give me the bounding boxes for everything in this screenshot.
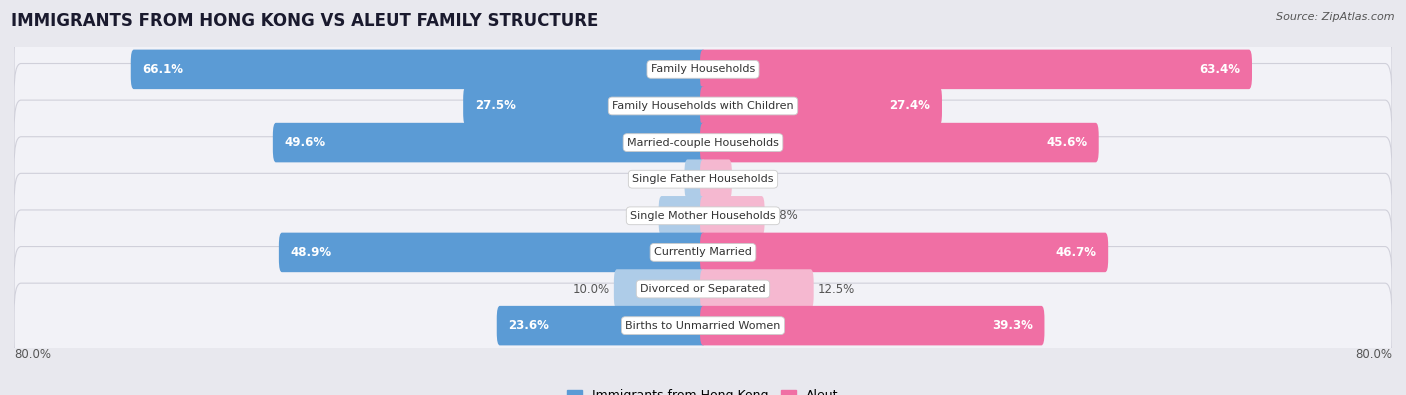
Text: 46.7%: 46.7% [1056,246,1097,259]
Text: Single Mother Households: Single Mother Households [630,211,776,221]
FancyBboxPatch shape [685,160,706,199]
Text: Family Households: Family Households [651,64,755,74]
FancyBboxPatch shape [700,50,1251,89]
FancyBboxPatch shape [14,173,1392,258]
Text: 45.6%: 45.6% [1046,136,1087,149]
FancyBboxPatch shape [14,210,1392,295]
Text: 27.4%: 27.4% [890,100,931,113]
FancyBboxPatch shape [614,269,706,309]
Text: Births to Unmarried Women: Births to Unmarried Women [626,321,780,331]
Text: Family Households with Children: Family Households with Children [612,101,794,111]
FancyBboxPatch shape [700,160,733,199]
FancyBboxPatch shape [700,233,1108,272]
Text: Currently Married: Currently Married [654,247,752,258]
Text: 49.6%: 49.6% [284,136,326,149]
Text: 1.8%: 1.8% [651,173,681,186]
FancyBboxPatch shape [131,50,706,89]
FancyBboxPatch shape [14,64,1392,149]
Text: 4.8%: 4.8% [626,209,655,222]
Text: 80.0%: 80.0% [14,348,51,361]
Text: 3.0%: 3.0% [735,173,765,186]
FancyBboxPatch shape [658,196,706,235]
Text: 27.5%: 27.5% [475,100,516,113]
Text: 6.8%: 6.8% [769,209,799,222]
Text: 12.5%: 12.5% [817,282,855,295]
Text: 39.3%: 39.3% [993,319,1033,332]
Text: 63.4%: 63.4% [1199,63,1240,76]
Legend: Immigrants from Hong Kong, Aleut: Immigrants from Hong Kong, Aleut [562,384,844,395]
FancyBboxPatch shape [700,306,1045,345]
FancyBboxPatch shape [700,196,765,235]
Text: Source: ZipAtlas.com: Source: ZipAtlas.com [1277,12,1395,22]
Text: Married-couple Households: Married-couple Households [627,137,779,148]
FancyBboxPatch shape [14,100,1392,185]
Text: 80.0%: 80.0% [1355,348,1392,361]
Text: 66.1%: 66.1% [142,63,183,76]
FancyBboxPatch shape [273,123,706,162]
FancyBboxPatch shape [700,86,942,126]
FancyBboxPatch shape [700,123,1098,162]
Text: 23.6%: 23.6% [509,319,550,332]
FancyBboxPatch shape [463,86,706,126]
FancyBboxPatch shape [496,306,706,345]
Text: Single Father Households: Single Father Households [633,174,773,184]
Text: IMMIGRANTS FROM HONG KONG VS ALEUT FAMILY STRUCTURE: IMMIGRANTS FROM HONG KONG VS ALEUT FAMIL… [11,12,599,30]
FancyBboxPatch shape [14,283,1392,368]
FancyBboxPatch shape [14,137,1392,222]
Text: 10.0%: 10.0% [572,282,610,295]
Text: 48.9%: 48.9% [291,246,332,259]
FancyBboxPatch shape [14,246,1392,331]
FancyBboxPatch shape [14,27,1392,112]
Text: Divorced or Separated: Divorced or Separated [640,284,766,294]
FancyBboxPatch shape [700,269,814,309]
FancyBboxPatch shape [278,233,706,272]
